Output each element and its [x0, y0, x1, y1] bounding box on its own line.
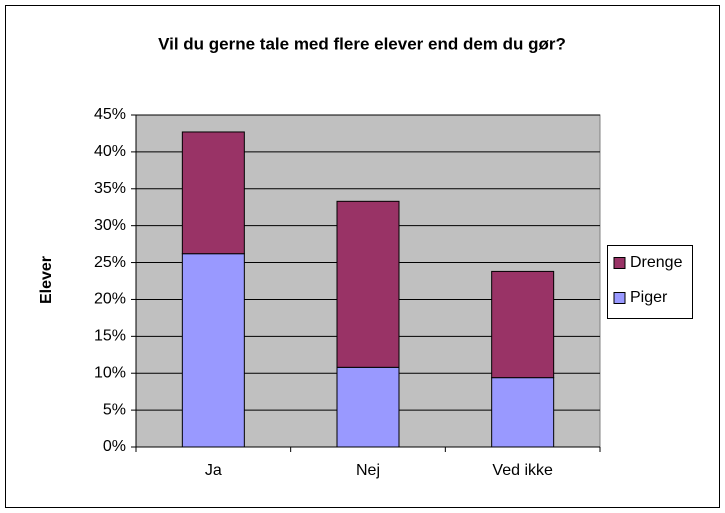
- legend-swatch: [613, 292, 626, 304]
- y-tick-label: 45%: [94, 106, 126, 123]
- bar: [181, 131, 245, 255]
- y-tick-label: 0%: [103, 438, 126, 455]
- y-tick-label: 40%: [94, 143, 126, 160]
- x-tick-label: Ja: [205, 462, 222, 479]
- y-tick-label: 15%: [94, 328, 126, 345]
- bar: [336, 366, 400, 448]
- y-axis-title: Elever: [38, 256, 55, 304]
- bar: [491, 270, 555, 379]
- y-tick-label: 5%: [103, 401, 126, 418]
- legend-label: Drenge: [630, 254, 683, 271]
- x-tick-label: Ved ikke: [492, 462, 553, 479]
- y-tick-label: 10%: [94, 364, 126, 381]
- legend-label: Piger: [630, 289, 668, 306]
- x-tick-label: Nej: [356, 462, 380, 479]
- y-tick-label: 35%: [94, 180, 126, 197]
- bar: [181, 253, 245, 448]
- bar: [491, 377, 555, 448]
- legend-swatch: [613, 257, 626, 269]
- chart-title: Vil du gerne tale med flere elever end d…: [158, 34, 566, 53]
- y-tick-label: 20%: [94, 291, 126, 308]
- y-tick-label: 30%: [94, 217, 126, 234]
- bar: [336, 200, 400, 368]
- y-tick-label: 25%: [94, 254, 126, 271]
